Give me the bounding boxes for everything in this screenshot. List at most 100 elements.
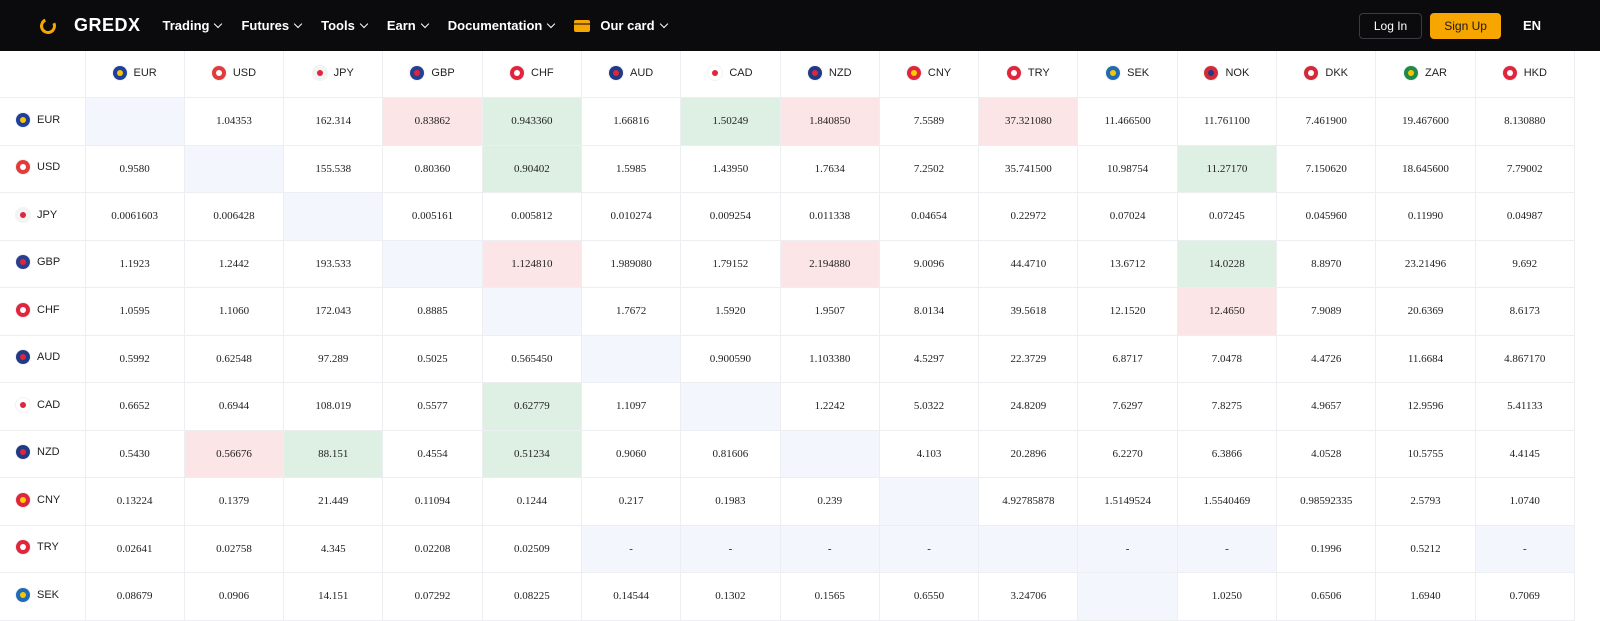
rate-cell[interactable]: 0.045960 — [1276, 192, 1377, 241]
rate-cell[interactable]: 0.010274 — [581, 192, 682, 241]
rate-cell[interactable]: 0.5992 — [85, 335, 185, 383]
rate-cell[interactable]: 2.194880 — [780, 240, 880, 288]
rate-cell[interactable]: 4.9657 — [1276, 382, 1377, 431]
column-header-chf[interactable]: CHF — [482, 51, 582, 98]
rate-cell[interactable]: 44.4710 — [978, 240, 1079, 288]
rate-cell[interactable]: 14.0228 — [1177, 240, 1278, 288]
rate-cell[interactable]: 6.3866 — [1177, 430, 1278, 478]
rate-cell[interactable]: 35.741500 — [978, 145, 1079, 193]
rate-cell[interactable]: 0.14544 — [581, 572, 682, 621]
nav-tools[interactable]: Tools — [321, 18, 369, 33]
rate-cell[interactable]: 9.692 — [1475, 240, 1575, 288]
column-header-nzd[interactable]: NZD — [780, 51, 880, 98]
rate-cell[interactable]: 9.0096 — [879, 240, 980, 288]
rate-cell[interactable]: 7.461900 — [1276, 97, 1377, 146]
rate-cell[interactable]: 172.043 — [283, 287, 384, 336]
rate-cell[interactable]: 97.289 — [283, 335, 384, 383]
rate-cell[interactable]: 1.7634 — [780, 145, 880, 193]
rate-cell[interactable]: 24.8209 — [978, 382, 1079, 431]
rate-cell[interactable]: 7.150620 — [1276, 145, 1377, 193]
rate-cell[interactable]: 0.4554 — [382, 430, 483, 478]
rate-cell[interactable] — [85, 97, 185, 146]
rate-cell[interactable]: 0.80360 — [382, 145, 483, 193]
rate-cell[interactable]: 155.538 — [283, 145, 384, 193]
rate-cell[interactable]: 13.6712 — [1077, 240, 1178, 288]
rate-cell[interactable]: 0.02509 — [482, 525, 582, 573]
rate-cell[interactable]: 1.5920 — [680, 287, 781, 336]
rate-cell[interactable]: 1.50249 — [680, 97, 781, 146]
rate-cell[interactable]: 1.6940 — [1375, 572, 1476, 621]
rate-cell[interactable]: 1.79152 — [680, 240, 781, 288]
rate-cell[interactable]: 0.1983 — [680, 477, 781, 526]
rate-cell[interactable]: - — [581, 525, 682, 573]
rate-cell[interactable]: 1.0595 — [85, 287, 185, 336]
rate-cell[interactable]: 1.43950 — [680, 145, 781, 193]
column-header-aud[interactable]: AUD — [581, 51, 682, 98]
rate-cell[interactable]: 5.41133 — [1475, 382, 1575, 431]
rate-cell[interactable]: 7.0478 — [1177, 335, 1278, 383]
rate-cell[interactable]: 11.761100 — [1177, 97, 1278, 146]
rate-cell[interactable]: 108.019 — [283, 382, 384, 431]
rate-cell[interactable]: 18.645600 — [1375, 145, 1476, 193]
rate-cell[interactable]: 0.900590 — [680, 335, 781, 383]
rate-cell[interactable] — [1077, 572, 1178, 621]
rate-cell[interactable]: 1.1923 — [85, 240, 185, 288]
nav-trading[interactable]: Trading — [163, 18, 223, 33]
rate-cell[interactable]: 0.5430 — [85, 430, 185, 478]
column-header-eur[interactable]: EUR — [85, 51, 185, 98]
rate-cell[interactable]: - — [879, 525, 980, 573]
rate-cell[interactable]: 1.7672 — [581, 287, 682, 336]
column-header-hkd[interactable]: HKD — [1475, 51, 1575, 98]
rate-cell[interactable] — [482, 287, 582, 336]
rate-cell[interactable]: 6.2270 — [1077, 430, 1178, 478]
rate-cell[interactable]: 0.07292 — [382, 572, 483, 621]
rate-cell[interactable]: 0.006428 — [184, 192, 285, 241]
rate-cell[interactable]: 0.22972 — [978, 192, 1079, 241]
rate-cell[interactable]: 0.83862 — [382, 97, 483, 146]
rate-cell[interactable]: 0.6944 — [184, 382, 285, 431]
rate-cell[interactable]: 0.13224 — [85, 477, 185, 526]
rate-cell[interactable]: 1.0740 — [1475, 477, 1575, 526]
row-header-chf[interactable]: CHF — [0, 287, 86, 336]
rate-cell[interactable]: - — [780, 525, 880, 573]
rate-cell[interactable]: 7.6297 — [1077, 382, 1178, 431]
rate-cell[interactable]: 4.0528 — [1276, 430, 1377, 478]
column-header-gbp[interactable]: GBP — [382, 51, 483, 98]
rate-cell[interactable]: 0.04654 — [879, 192, 980, 241]
rate-cell[interactable]: 0.02208 — [382, 525, 483, 573]
rate-cell[interactable]: 0.62548 — [184, 335, 285, 383]
rate-cell[interactable]: 22.3729 — [978, 335, 1079, 383]
rate-cell[interactable] — [581, 335, 682, 383]
rate-cell[interactable]: 7.5589 — [879, 97, 980, 146]
rate-cell[interactable]: 0.0906 — [184, 572, 285, 621]
row-header-gbp[interactable]: GBP — [0, 240, 86, 288]
rate-cell[interactable]: 20.6369 — [1375, 287, 1476, 336]
column-header-usd[interactable]: USD — [184, 51, 285, 98]
nav-our-card[interactable]: Our card — [574, 18, 668, 33]
column-header-cny[interactable]: CNY — [879, 51, 980, 98]
rate-cell[interactable]: 0.5577 — [382, 382, 483, 431]
column-header-try[interactable]: TRY — [978, 51, 1079, 98]
rate-cell[interactable]: 2.5793 — [1375, 477, 1476, 526]
rate-cell[interactable]: 39.5618 — [978, 287, 1079, 336]
rate-cell[interactable]: 1.989080 — [581, 240, 682, 288]
rate-cell[interactable]: 1.840850 — [780, 97, 880, 146]
row-header-jpy[interactable]: JPY — [0, 192, 86, 241]
rate-cell[interactable]: 0.07245 — [1177, 192, 1278, 241]
rate-cell[interactable]: 4.4726 — [1276, 335, 1377, 383]
rate-cell[interactable]: 12.4650 — [1177, 287, 1278, 336]
rate-cell[interactable]: 12.9596 — [1375, 382, 1476, 431]
rate-cell[interactable]: 11.466500 — [1077, 97, 1178, 146]
rate-cell[interactable]: 162.314 — [283, 97, 384, 146]
column-header-jpy[interactable]: JPY — [283, 51, 384, 98]
rate-cell[interactable]: 0.1996 — [1276, 525, 1377, 573]
row-header-cny[interactable]: CNY — [0, 477, 86, 526]
rate-cell[interactable]: 4.345 — [283, 525, 384, 573]
rate-cell[interactable]: 7.9089 — [1276, 287, 1377, 336]
rate-cell[interactable]: 19.467600 — [1375, 97, 1476, 146]
rate-cell[interactable]: 1.124810 — [482, 240, 582, 288]
rate-cell[interactable]: 0.02641 — [85, 525, 185, 573]
rate-cell[interactable]: - — [1077, 525, 1178, 573]
rate-cell[interactable]: - — [1475, 525, 1575, 573]
column-header-cad[interactable]: CAD — [680, 51, 781, 98]
